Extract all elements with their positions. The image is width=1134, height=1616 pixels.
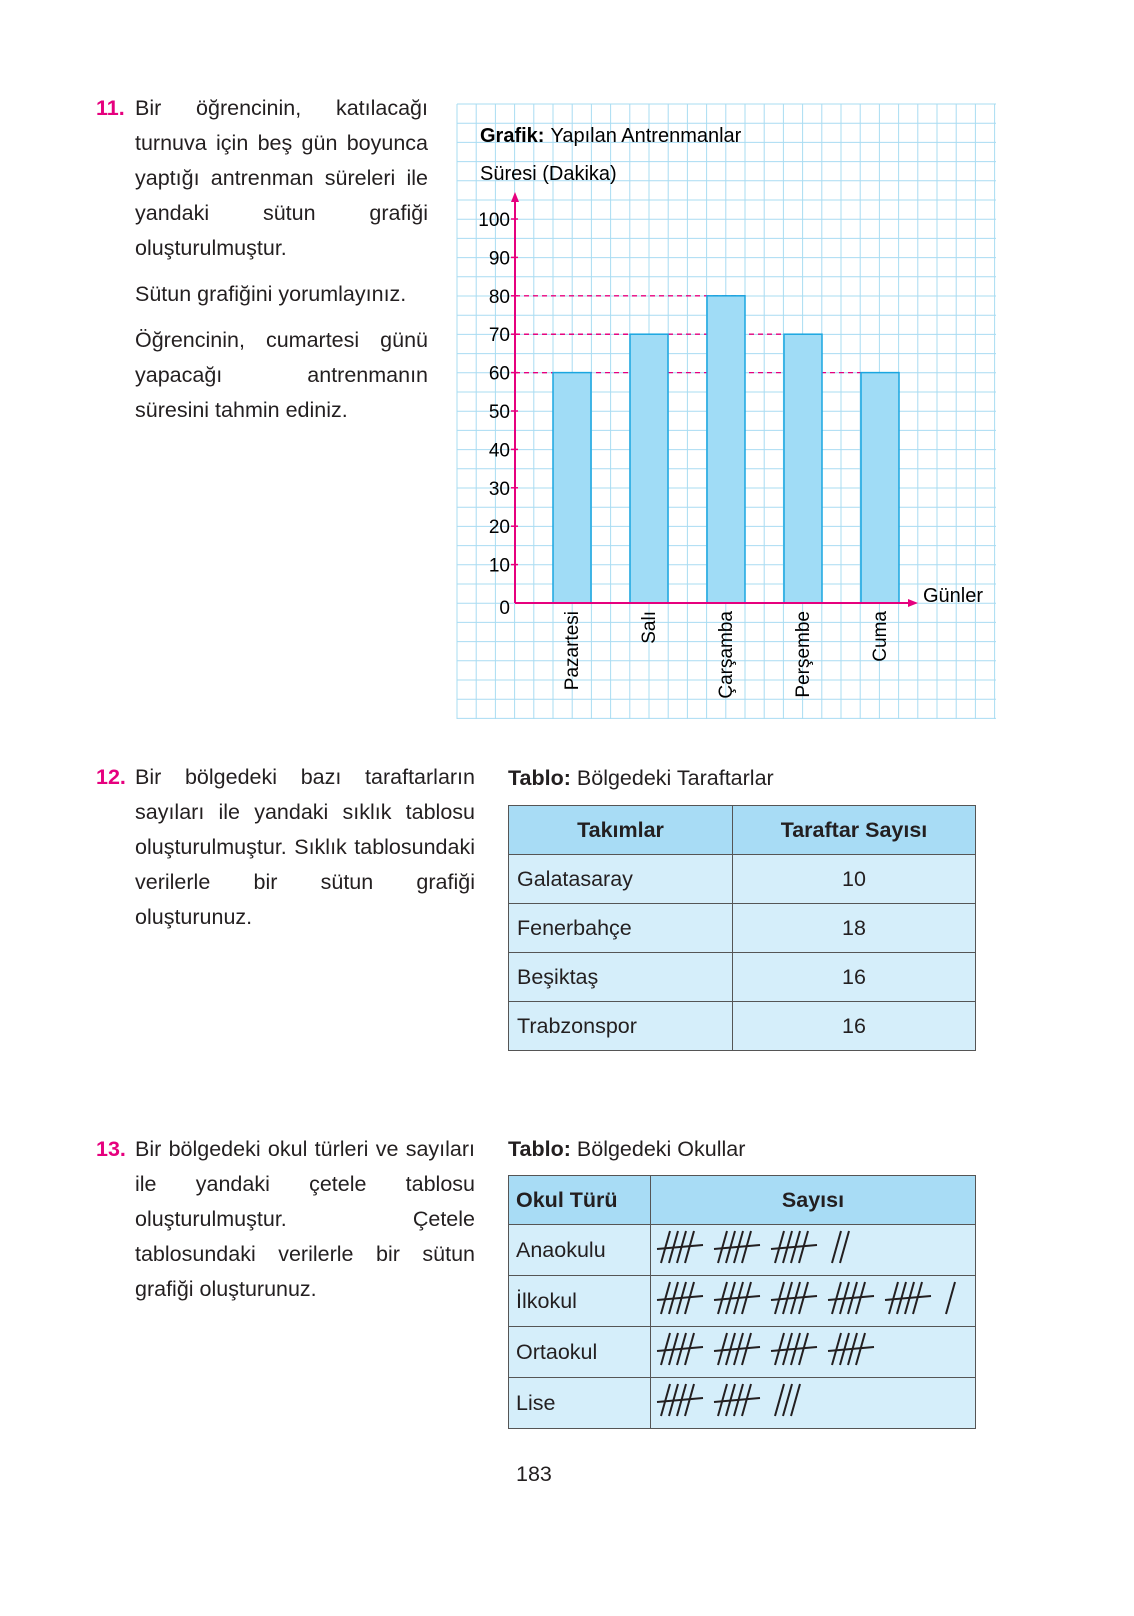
x-tick-label: Salı bbox=[639, 611, 660, 644]
x-tick-label: Cuma bbox=[870, 611, 891, 662]
team-name: Fenerbahçe bbox=[508, 903, 733, 953]
bar-2 bbox=[706, 295, 746, 604]
bar-0 bbox=[552, 371, 592, 604]
chart-title: Grafik: Yapılan Antrenmanlar bbox=[480, 125, 742, 147]
column-header: Sayısı bbox=[650, 1175, 976, 1225]
team-name: Beşiktaş bbox=[508, 952, 733, 1002]
y-tick-label: 80 bbox=[489, 287, 510, 308]
x-tick-label: Çarşamba bbox=[716, 611, 737, 699]
y-tick-label: 50 bbox=[489, 402, 510, 423]
column-header: Okul Türü bbox=[508, 1175, 651, 1225]
y-tick-label: 100 bbox=[478, 210, 510, 231]
q11-paragraph: Öğrencinin, cumartesi günü yapacağı antr… bbox=[135, 328, 428, 422]
chart-ylabel: Süresi (Dakika) bbox=[480, 163, 617, 185]
tally-marks bbox=[656, 1281, 956, 1315]
tally-group bbox=[656, 1230, 704, 1264]
tally-group bbox=[713, 1383, 761, 1417]
y-tick-label: 90 bbox=[489, 248, 510, 269]
chart-title-label: Grafik: bbox=[480, 125, 544, 147]
y-axis-arrow-icon bbox=[511, 192, 519, 202]
table-caption-schools: Tablo: Bölgedeki Okullar bbox=[508, 1137, 745, 1162]
y-tick-label: 0 bbox=[499, 598, 510, 619]
table-header-row: Okul Türü Sayısı bbox=[508, 1175, 976, 1225]
bar-chart-training: Grafik: Yapılan Antrenmanlar Süresi (Daki… bbox=[456, 103, 996, 719]
chart-title-text: Yapılan Antrenmanlar bbox=[550, 125, 741, 147]
school-type: Ortaokul bbox=[508, 1326, 651, 1378]
school-type: İlkokul bbox=[508, 1275, 651, 1327]
table-row: İlkokul bbox=[508, 1275, 976, 1327]
y-tick-label: 20 bbox=[489, 517, 510, 538]
table-caption-fans: Tablo: Bölgedeki Taraftarlar bbox=[508, 766, 774, 791]
tally-group bbox=[713, 1332, 761, 1366]
fan-count: 10 bbox=[732, 854, 976, 904]
column-header: Takımlar bbox=[508, 805, 733, 855]
y-tick-label: 60 bbox=[489, 364, 510, 385]
table-row: Beşiktaş 16 bbox=[508, 952, 976, 1002]
team-name: Trabzonspor bbox=[508, 1001, 733, 1051]
table-header-row: Takımlar Taraftar Sayısı bbox=[508, 805, 976, 855]
question-11-text: Bir öğrencinin, katılacağı turnuva için … bbox=[135, 91, 428, 439]
chart-grid bbox=[456, 103, 996, 719]
x-tick-label: Pazartesi bbox=[562, 611, 583, 690]
tally-group bbox=[656, 1383, 704, 1417]
tally-group bbox=[713, 1230, 761, 1264]
y-tick-label: 70 bbox=[489, 325, 510, 346]
fan-count: 16 bbox=[732, 1001, 976, 1051]
question-number-12: 12. bbox=[96, 765, 126, 789]
tally-cell bbox=[650, 1224, 976, 1276]
fan-count: 18 bbox=[732, 903, 976, 953]
tally-group bbox=[770, 1281, 818, 1315]
school-type: Lise bbox=[508, 1377, 651, 1429]
table-row: Lise bbox=[508, 1377, 976, 1429]
tally-group bbox=[884, 1281, 932, 1315]
table-row: Trabzonspor 16 bbox=[508, 1001, 976, 1051]
caption-text: Bölgedeki Taraftarlar bbox=[576, 766, 774, 790]
table-row: Galatasaray 10 bbox=[508, 854, 976, 904]
tally-group bbox=[945, 1281, 956, 1315]
tally-cell bbox=[650, 1326, 976, 1378]
question-13-text: Bir bölgedeki okul türleri ve sayıları i… bbox=[135, 1137, 475, 1301]
tally-group bbox=[774, 1383, 801, 1417]
question-number-11: 11. bbox=[96, 96, 125, 120]
q11-paragraph: Bir öğrencinin, katılacağı turnuva için … bbox=[135, 96, 428, 260]
tally-group bbox=[656, 1281, 704, 1315]
question-number-13: 13. bbox=[96, 1137, 126, 1161]
fan-count: 16 bbox=[732, 952, 976, 1002]
tally-group bbox=[827, 1332, 875, 1366]
bar-1 bbox=[629, 333, 669, 604]
team-name: Galatasaray bbox=[508, 854, 733, 904]
caption-label: Tablo: bbox=[508, 1137, 571, 1161]
caption-text: Bölgedeki Okullar bbox=[576, 1137, 746, 1161]
y-tick-label: 10 bbox=[489, 556, 510, 577]
tally-cell bbox=[650, 1377, 976, 1429]
question-12-text: Bir bölgedeki bazı taraftarların sayılar… bbox=[135, 765, 475, 929]
x-axis-arrow-icon bbox=[908, 599, 918, 607]
column-header: Taraftar Sayısı bbox=[732, 805, 976, 855]
bar-4 bbox=[860, 371, 900, 604]
table-row: Anaokulu bbox=[508, 1224, 976, 1276]
tally-marks bbox=[656, 1332, 875, 1366]
y-tick-label: 40 bbox=[489, 440, 510, 461]
caption-label: Tablo: bbox=[508, 766, 571, 790]
chart-xlabel: Günler bbox=[923, 585, 983, 607]
tally-group bbox=[770, 1332, 818, 1366]
tally-group bbox=[656, 1332, 704, 1366]
school-type: Anaokulu bbox=[508, 1224, 651, 1276]
fans-table: Takımlar Taraftar Sayısı Galatasaray 10 Fe… bbox=[508, 805, 976, 1051]
tally-marks bbox=[656, 1383, 801, 1417]
tally-group bbox=[827, 1281, 875, 1315]
y-tick-label: 30 bbox=[489, 479, 510, 500]
schools-tally-table: Okul Türü Sayısı Anaokulu İlkokul Ortaokul… bbox=[508, 1175, 976, 1429]
q11-paragraph: Sütun grafiğini yorumlayınız. bbox=[135, 282, 407, 306]
table-row: Fenerbahçe 18 bbox=[508, 903, 976, 953]
tally-group bbox=[713, 1281, 761, 1315]
tally-marks bbox=[656, 1230, 850, 1264]
tally-group bbox=[831, 1230, 850, 1264]
tally-group bbox=[770, 1230, 818, 1264]
x-tick-label: Perşembe bbox=[793, 611, 814, 698]
page-number: 183 bbox=[516, 1462, 552, 1486]
tally-cell bbox=[650, 1275, 976, 1327]
table-row: Ortaokul bbox=[508, 1326, 976, 1378]
bar-3 bbox=[783, 333, 823, 604]
